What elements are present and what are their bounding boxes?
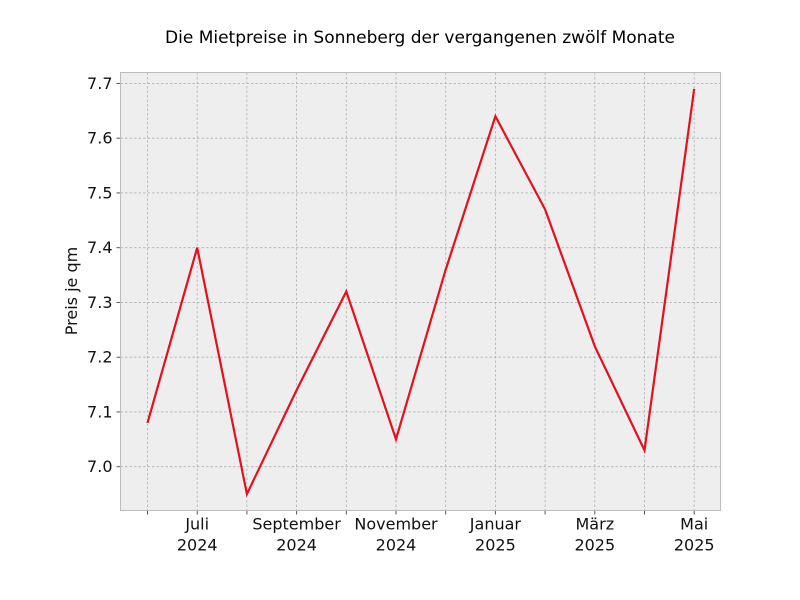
x-axis: Juli 2024 September 2024 November 2024 Januar 2… xyxy=(147,510,715,555)
x-tick-label: Mai 2025 xyxy=(674,515,715,555)
y-tick-label: 7.1 xyxy=(87,402,112,421)
y-tick-label: 7.3 xyxy=(87,293,112,312)
plot-area xyxy=(120,72,721,511)
y-tick-label: 7.5 xyxy=(87,183,112,202)
chart-title: Die Mietpreise in Sonneberg der vergange… xyxy=(165,28,675,48)
y-tick-label: 7.6 xyxy=(87,129,112,148)
series-line xyxy=(146,88,696,498)
x-tick-label: September 2024 xyxy=(252,515,341,555)
y-axis-label: Preis je qm xyxy=(62,247,81,335)
x-tick-label: November 2024 xyxy=(354,515,438,555)
series-layer xyxy=(146,88,696,498)
plot-frame xyxy=(120,72,721,511)
y-tick-label: 7.7 xyxy=(87,74,112,93)
y-tick-label: 7.4 xyxy=(87,238,112,257)
grid-lines xyxy=(120,72,721,511)
x-tick-label: Juli 2024 xyxy=(177,515,218,555)
y-tick-label: 7.0 xyxy=(87,457,112,476)
y-tick-label: 7.2 xyxy=(87,348,112,367)
y-axis: 7.0 7.1 7.2 7.3 7.4 7.5 7.6 7.7 xyxy=(87,74,121,476)
x-tick-label: Januar 2025 xyxy=(469,515,522,555)
x-tick-label: März 2025 xyxy=(574,515,615,555)
